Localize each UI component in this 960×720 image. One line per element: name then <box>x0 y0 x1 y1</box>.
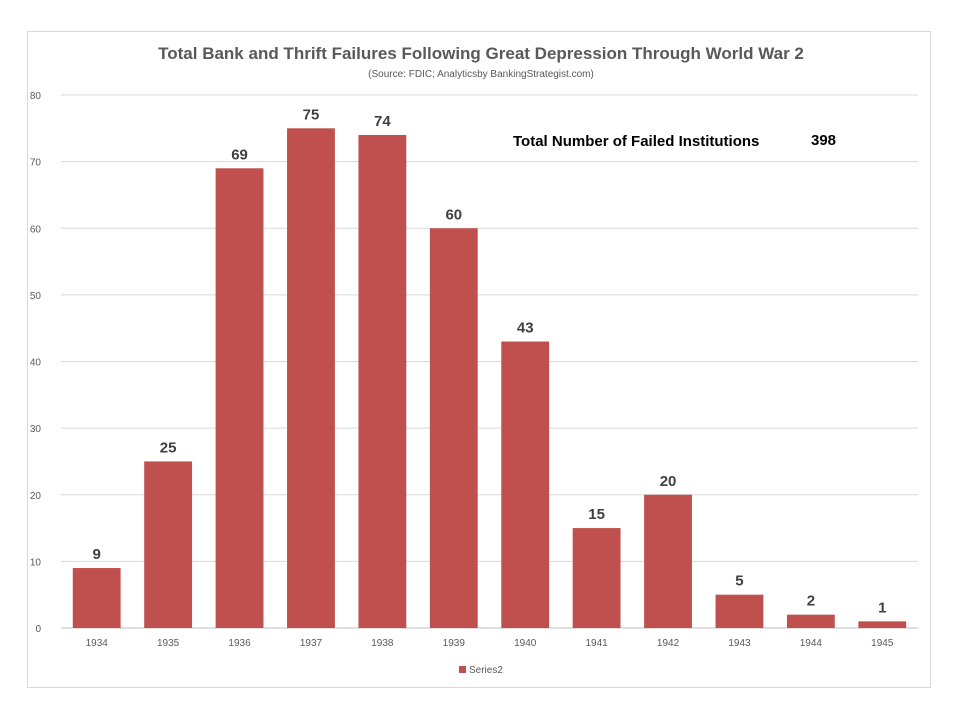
y-tick-label: 30 <box>30 424 42 435</box>
bar-1935 <box>144 461 193 628</box>
data-label-1935: 25 <box>160 439 177 456</box>
bar-1942 <box>644 494 692 628</box>
legend-swatch-series2 <box>459 666 466 673</box>
y-tick-label: 50 <box>30 291 42 302</box>
y-axis-ticks: 0 10 20 30 40 50 60 70 80 <box>30 91 42 635</box>
x-tick-label: 1942 <box>657 638 680 649</box>
y-tick-label: 70 <box>30 158 42 169</box>
bars <box>72 128 907 628</box>
annotation-label: Total Number of Failed Institutions <box>513 133 759 150</box>
bar-chart: Total Bank and Thrift Failures Following… <box>30 44 918 676</box>
data-label-1934: 9 <box>93 546 101 563</box>
x-tick-label: 1934 <box>86 638 109 649</box>
data-label-1936: 69 <box>231 146 248 163</box>
data-labels: 9 25 69 75 74 60 43 15 20 5 2 1 <box>93 106 887 616</box>
data-label-1937: 75 <box>303 106 320 123</box>
gridlines <box>61 94 918 629</box>
y-tick-label: 0 <box>35 624 41 635</box>
x-tick-label: 1935 <box>157 638 180 649</box>
x-tick-label: 1943 <box>728 638 751 649</box>
bar-1944 <box>786 614 835 628</box>
bar-1934 <box>72 568 121 628</box>
y-tick-label: 10 <box>30 557 42 568</box>
x-tick-label: 1938 <box>371 638 394 649</box>
x-tick-label: 1940 <box>514 638 537 649</box>
data-label-1944: 2 <box>807 593 815 610</box>
y-tick-label: 60 <box>30 224 42 235</box>
legend-label-series2: Series2 <box>469 665 503 676</box>
x-tick-label: 1936 <box>228 638 251 649</box>
data-label-1941: 15 <box>588 506 605 523</box>
bar-1936 <box>215 168 264 628</box>
bar-1945 <box>858 621 907 628</box>
y-tick-label: 80 <box>30 91 42 102</box>
data-label-1940: 43 <box>517 320 534 337</box>
annotation-value: 398 <box>811 132 836 149</box>
chart-title: Total Bank and Thrift Failures Following… <box>158 44 804 63</box>
chart-subtitle: (Source: FDIC; Analyticsby BankingStrate… <box>368 69 594 80</box>
y-tick-label: 20 <box>30 491 42 502</box>
bar-1941 <box>572 528 621 628</box>
bar-1943 <box>715 594 764 628</box>
bar-1939 <box>429 228 478 628</box>
data-label-1942: 20 <box>660 473 677 490</box>
bar-1938 <box>358 134 407 628</box>
legend: Series2 <box>459 665 503 676</box>
x-axis-ticks: 1934 1935 1936 1937 1938 1939 1940 1941 1942 1943… <box>86 638 894 649</box>
x-tick-label: 1944 <box>800 638 823 649</box>
chart-frame: Total Bank and Thrift Failures Following… <box>27 31 931 688</box>
x-tick-label: 1945 <box>871 638 894 649</box>
x-tick-label: 1939 <box>443 638 466 649</box>
data-label-1943: 5 <box>735 573 743 590</box>
bar-1940 <box>501 341 550 628</box>
data-label-1938: 74 <box>374 113 391 130</box>
data-label-1939: 60 <box>445 206 462 223</box>
bar-1937 <box>287 128 335 628</box>
data-label-1945: 1 <box>878 599 886 616</box>
y-tick-label: 40 <box>30 358 42 369</box>
x-tick-label: 1941 <box>586 638 609 649</box>
x-tick-label: 1937 <box>300 638 323 649</box>
